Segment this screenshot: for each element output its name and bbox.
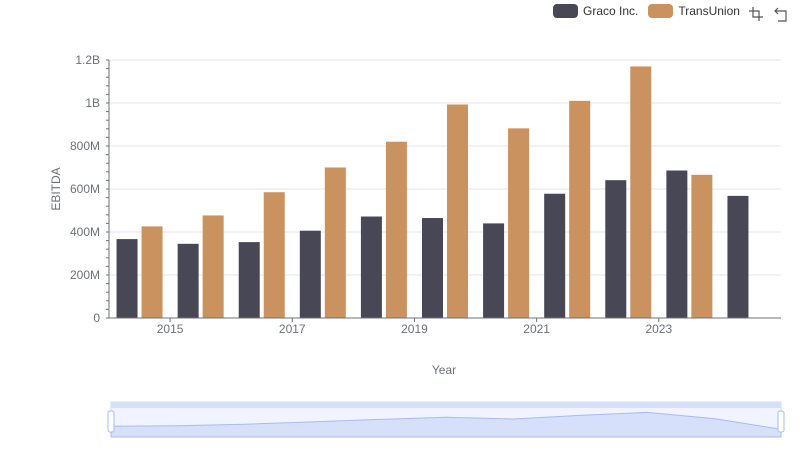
y-tick-label: 600M xyxy=(70,182,100,196)
x-tick-label: 2023 xyxy=(645,322,672,336)
y-tick-label: 1.2B xyxy=(75,53,100,67)
zoom-slider[interactable] xyxy=(107,401,785,438)
zoom-handle-left[interactable] xyxy=(107,410,115,433)
bar-graco[interactable] xyxy=(422,218,443,318)
legend-label-transunion: TransUnion xyxy=(678,4,740,18)
bar-graco[interactable] xyxy=(483,223,505,318)
legend-label-graco: Graco Inc. xyxy=(583,4,639,18)
bar-transunion[interactable] xyxy=(385,141,407,318)
zoom-slider-preview xyxy=(110,411,782,438)
bar-transunion[interactable] xyxy=(630,66,652,318)
x-tick-label: 2015 xyxy=(157,322,184,336)
y-tick-label: 800M xyxy=(70,139,100,153)
y-tick-label: 400M xyxy=(70,225,100,239)
bar-graco[interactable] xyxy=(238,242,260,318)
bar-transunion[interactable] xyxy=(508,128,530,318)
x-tick-labels: 2015 2017 2019 2021 2023 xyxy=(157,318,672,336)
bar-graco[interactable] xyxy=(177,243,199,318)
axes-group xyxy=(108,60,781,319)
legend: Graco Inc. TransUnion xyxy=(553,4,750,18)
bars-group xyxy=(116,66,749,319)
bar-transunion[interactable] xyxy=(141,226,163,318)
bar-transunion[interactable] xyxy=(263,192,285,318)
bar-graco[interactable] xyxy=(299,230,321,318)
bar-graco[interactable] xyxy=(727,195,749,318)
bar-graco[interactable] xyxy=(116,239,138,318)
zoom-icon[interactable] xyxy=(748,6,764,22)
y-tick-label: 1B xyxy=(85,96,100,110)
zoom-reset-icon[interactable] xyxy=(774,6,790,22)
legend-item-transunion[interactable]: TransUnion xyxy=(648,4,740,18)
zoom-slider-top-bar[interactable] xyxy=(111,402,781,408)
y-tick-label: 200M xyxy=(70,268,100,282)
bar-transunion[interactable] xyxy=(691,174,713,318)
bar-transunion[interactable] xyxy=(569,100,591,318)
bar-graco[interactable] xyxy=(360,216,382,318)
bar-transunion[interactable] xyxy=(324,167,346,319)
bar-transunion[interactable] xyxy=(202,215,224,318)
y-tick-labels: 0 200M 400M 600M 800M 1B 1.2B xyxy=(70,53,100,325)
y-tick-label: 0 xyxy=(93,311,100,325)
x-tick-label: 2017 xyxy=(279,322,306,336)
x-tick-label: 2021 xyxy=(523,322,550,336)
bar-graco[interactable] xyxy=(666,170,688,318)
legend-swatch-transunion xyxy=(648,4,674,18)
bar-graco[interactable] xyxy=(544,193,566,318)
x-axis-title: Year xyxy=(432,363,456,377)
zoom-handle-right[interactable] xyxy=(777,410,785,433)
legend-swatch-graco xyxy=(553,4,578,18)
legend-item-graco[interactable]: Graco Inc. xyxy=(553,4,638,18)
bar-transunion[interactable] xyxy=(447,104,468,318)
bar-graco[interactable] xyxy=(605,180,627,318)
y-axis-title: EBITDA xyxy=(49,167,63,210)
x-tick-label: 2019 xyxy=(401,322,428,336)
